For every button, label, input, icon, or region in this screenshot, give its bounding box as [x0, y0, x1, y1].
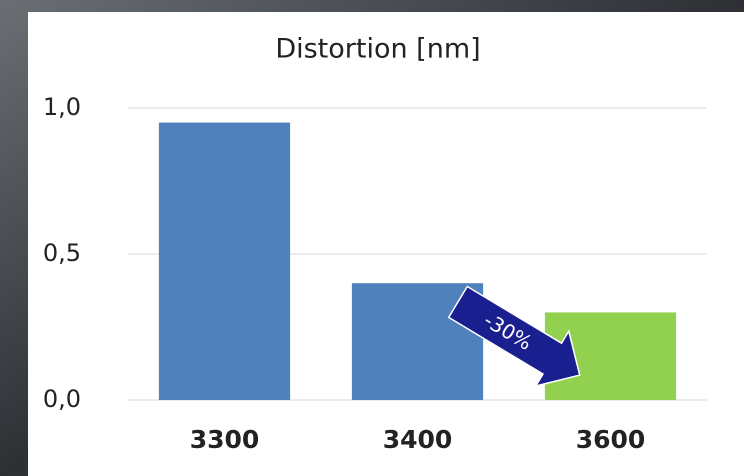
chart: Distortion [nm] 0,00,51,0330034003600 -3…	[0, 0, 744, 476]
chart-panel	[28, 12, 744, 476]
bar	[159, 123, 290, 400]
y-tick-label: 0,5	[43, 239, 81, 267]
y-tick-label: 0,0	[43, 385, 81, 413]
chart-title: Distortion [nm]	[275, 34, 480, 65]
x-tick-label: 3600	[576, 425, 646, 454]
x-tick-label: 3400	[383, 425, 453, 454]
x-tick-label: 3300	[190, 425, 260, 454]
y-tick-label: 1,0	[43, 93, 81, 121]
